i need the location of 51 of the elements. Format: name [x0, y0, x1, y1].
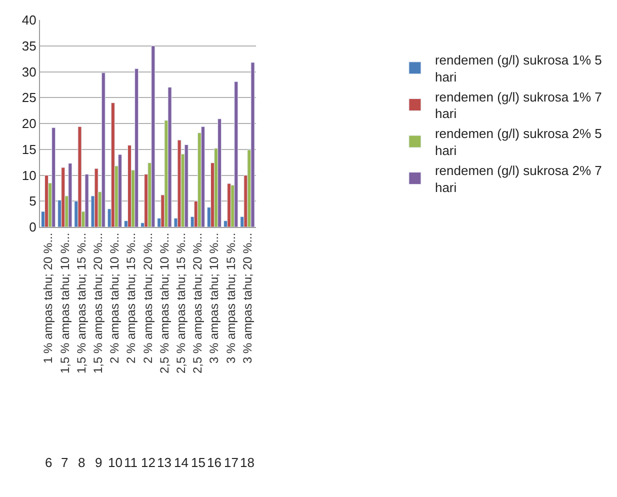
x-tick-label: 2,5 % ampas tahu; 15 %...: [174, 232, 188, 374]
text: 12: [141, 455, 156, 470]
bar: [52, 127, 56, 227]
text: 10: [108, 455, 122, 470]
bar: [128, 144, 132, 227]
text: 13: [157, 455, 172, 470]
y-tick-label: 15: [22, 142, 36, 157]
text: 6: [45, 455, 52, 470]
bar: [184, 144, 188, 227]
bar: [94, 168, 98, 227]
y-tick-label: 5: [29, 194, 36, 209]
bar: [200, 126, 205, 227]
bar: [250, 62, 255, 227]
text: 18: [240, 455, 254, 470]
text: 9: [95, 455, 102, 470]
y-tick-label: 40: [22, 12, 36, 28]
bar: [61, 167, 66, 227]
y-tick-label: 20: [22, 116, 36, 132]
x-tick-label: 2 % ampas tahu; 20 %...: [140, 232, 155, 364]
x-tick-label: 1 % ampas tahu; 20 %...: [41, 232, 56, 364]
text: 11: [124, 455, 138, 470]
text: 7: [61, 455, 68, 470]
text: 8: [78, 455, 86, 470]
y-tick-label: 10: [22, 168, 36, 183]
y-tick-label: 25: [22, 90, 36, 106]
bar: [134, 68, 139, 227]
y-tick-label: 35: [22, 38, 36, 54]
bar: [218, 118, 222, 227]
bar: [110, 102, 115, 227]
bar: [177, 140, 182, 227]
text: 17: [224, 455, 238, 470]
x-tick-label: 2 % ampas tahu; 10 %...: [108, 232, 122, 364]
x-tick-label: 3 % ampas tahu; 20 %...: [240, 232, 254, 364]
y-tick-label: 30: [22, 64, 36, 80]
x-tick-label: 3 % ampas tahu; 15 %...: [224, 232, 238, 364]
text: 16: [207, 455, 222, 470]
bar: [78, 126, 82, 227]
x-tick-label: 1,5 % ampas tahu; 10 %...: [58, 232, 72, 374]
x-tick-label: 2 % ampas tahu; 15 %...: [124, 232, 138, 364]
x-tick-label: 2,5 % ampas tahu; 10 %...: [157, 232, 172, 374]
bar: [234, 81, 238, 227]
x-tick-label: 2,5 % ampas tahu; 20 %...: [190, 232, 205, 374]
bar: [118, 154, 122, 227]
bar: [101, 72, 106, 227]
y-tick-label: 0: [29, 220, 36, 235]
text: 15: [191, 455, 206, 470]
text: 14: [174, 455, 188, 470]
legend-label: rendemen (g/l) sukrosa 2% 7 hari: [434, 162, 602, 195]
x-tick-label: 1,5 % ampas tahu; 15 %...: [74, 232, 88, 374]
x-tick-label: 3 % ampas tahu; 10 %...: [207, 232, 222, 364]
x-tick-label: 1,5 % ampas tahu; 20 %...: [90, 232, 105, 374]
